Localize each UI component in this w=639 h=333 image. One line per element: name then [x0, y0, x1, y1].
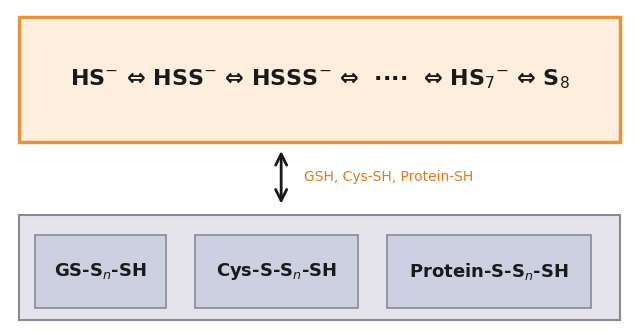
- Text: HS$^{-}$ ⇔ HSS$^{-}$ ⇔ HSSS$^{-}$ ⇔  ····  ⇔ HS$_{7}$$^{-}$ ⇔ S$_{8}$: HS$^{-}$ ⇔ HSS$^{-}$ ⇔ HSSS$^{-}$ ⇔ ····…: [70, 68, 569, 91]
- FancyBboxPatch shape: [19, 215, 620, 320]
- FancyBboxPatch shape: [35, 235, 166, 308]
- Text: Protein-S-S$_{n}$-SH: Protein-S-S$_{n}$-SH: [409, 261, 569, 282]
- FancyBboxPatch shape: [195, 235, 358, 308]
- Text: Cys-S-S$_{n}$-SH: Cys-S-S$_{n}$-SH: [216, 261, 337, 282]
- FancyBboxPatch shape: [19, 17, 620, 142]
- Text: GSH, Cys-SH, Protein-SH: GSH, Cys-SH, Protein-SH: [304, 170, 473, 184]
- Text: GS-S$_{n}$-SH: GS-S$_{n}$-SH: [54, 261, 147, 281]
- FancyBboxPatch shape: [387, 235, 591, 308]
